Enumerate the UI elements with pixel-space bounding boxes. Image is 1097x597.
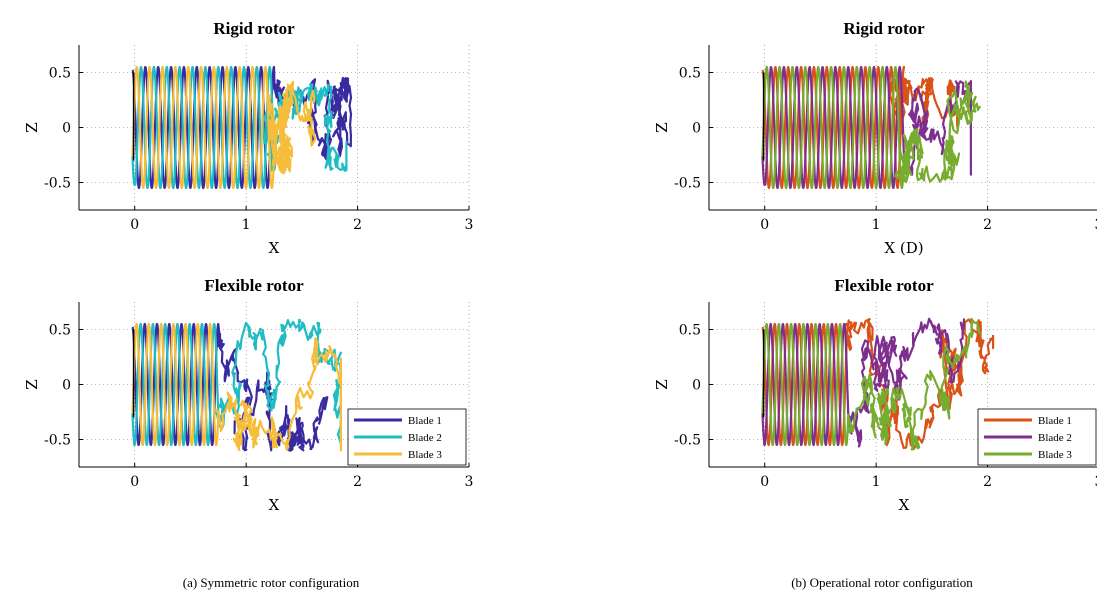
x-axis-label: X (269, 496, 280, 514)
x-tick-label: 2 (353, 217, 362, 233)
subplot-2: 0 1 2 3 -0.5 0 0.5 Rigid rotor X (D) Z (653, 19, 1097, 257)
series-line-blade-3 (131, 322, 342, 452)
series-group (131, 318, 342, 452)
subplots: 0 1 2 3 -0.5 0 0.5 Rigid rotor X Z 0 1 2 3 -0.5 0 0.5 Rig… (23, 19, 1097, 514)
x-tick-label: 2 (353, 474, 362, 490)
series-group (761, 317, 995, 451)
x-tick-label: 1 (872, 217, 881, 233)
chart-title: Flexible rotor (204, 276, 304, 295)
y-tick-label: 0 (62, 121, 71, 137)
x-tick-label: 1 (242, 474, 251, 490)
y-tick-label: 0.5 (49, 323, 71, 339)
x-tick-label: 1 (872, 474, 881, 490)
y-axis-label: Z (653, 379, 671, 389)
y-tick-label: 0.5 (679, 323, 701, 339)
x-axis-label: X (899, 496, 910, 514)
legend-label: Blade 1 (408, 415, 442, 427)
legend-label: Blade 3 (408, 449, 442, 461)
y-tick-label: -0.5 (674, 176, 701, 192)
legend: Blade 1 Blade 2 Blade 3 (977, 408, 1097, 466)
x-tick-label: 3 (1095, 217, 1097, 233)
y-tick-label: 0.5 (49, 66, 71, 82)
y-tick-label: 0 (62, 378, 71, 394)
series-line-blade-3 (761, 318, 981, 451)
x-tick-label: 3 (1095, 474, 1097, 490)
chart-title: Rigid rotor (843, 19, 925, 38)
series-line-blade-3 (761, 65, 982, 190)
y-tick-label: 0.5 (679, 66, 701, 82)
series-line-blade-3 (131, 65, 317, 190)
y-axis-label: Z (653, 122, 671, 132)
x-tick-label: 1 (242, 217, 251, 233)
x-tick-label: 0 (760, 474, 769, 490)
caption-left: (a) Symmetric rotor configuration (183, 575, 360, 590)
x-tick-label: 0 (760, 217, 769, 233)
x-tick-label: 3 (465, 217, 474, 233)
x-tick-label: 0 (130, 474, 139, 490)
x-tick-label: 3 (465, 474, 474, 490)
legend-label: Blade 2 (408, 432, 442, 444)
legend-label: Blade 2 (1038, 432, 1072, 444)
y-axis-label: Z (23, 379, 41, 389)
chart-title: Rigid rotor (213, 19, 295, 38)
legend: Blade 1 Blade 2 Blade 3 (347, 408, 467, 466)
y-tick-label: 0 (692, 121, 701, 137)
y-tick-label: -0.5 (44, 433, 71, 449)
caption-right: (b) Operational rotor configuration (791, 575, 973, 590)
y-tick-label: -0.5 (44, 176, 71, 192)
subplot-1: 0 1 2 3 -0.5 0 0.5 Rigid rotor X Z (23, 19, 473, 257)
chart-title: Flexible rotor (834, 276, 934, 295)
x-tick-label: 0 (130, 217, 139, 233)
legend-label: Blade 1 (1038, 415, 1072, 427)
legend-label: Blade 3 (1038, 449, 1072, 461)
y-tick-label: 0 (692, 378, 701, 394)
series-group (761, 65, 982, 190)
y-axis-label: Z (23, 122, 41, 132)
x-tick-label: 2 (983, 474, 992, 490)
x-axis-label: X (269, 239, 280, 257)
x-axis-label: X (D) (884, 239, 923, 257)
y-tick-label: -0.5 (674, 433, 701, 449)
x-tick-label: 2 (983, 217, 992, 233)
series-group (131, 65, 353, 190)
